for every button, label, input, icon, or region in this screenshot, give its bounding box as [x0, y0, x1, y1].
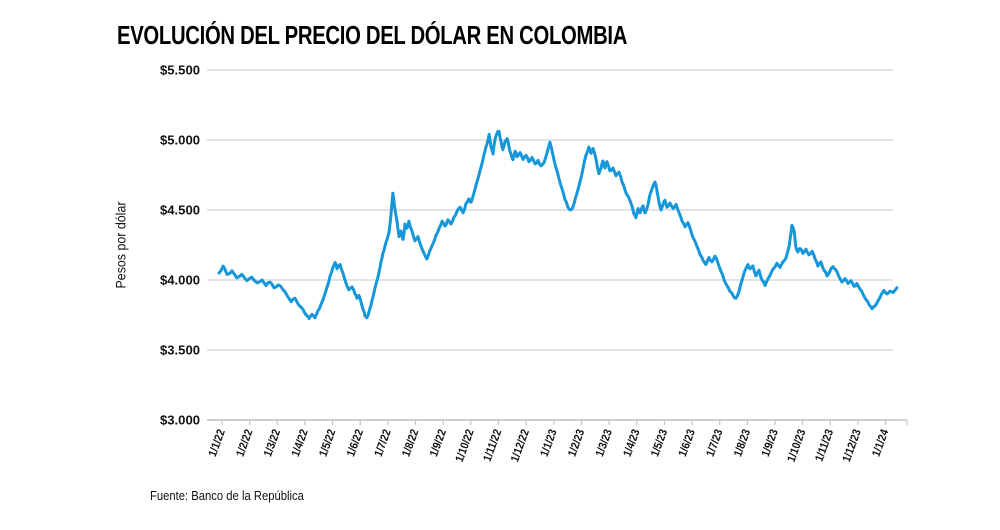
- x-tick-label: 1/4/23: [621, 428, 643, 459]
- y-tick-label: $4.500: [160, 203, 200, 218]
- page-title: EVOLUCIÓN DEL PRECIO DEL DÓLAR EN COLOMB…: [117, 20, 628, 50]
- x-tick-label: 1/10/22: [453, 428, 477, 464]
- x-tick-label: 1/11/22: [481, 428, 504, 464]
- x-tick-label: 1/3/22: [262, 428, 284, 459]
- x-tick-label: 1/11/23: [813, 428, 836, 464]
- x-tick-label: 1/10/23: [785, 428, 809, 464]
- x-tick-label: 1/6/22: [345, 428, 367, 459]
- x-tick-label: 1/2/23: [566, 428, 588, 459]
- x-tick-label: 1/1/24: [870, 428, 892, 459]
- x-tick-label: 1/7/23: [704, 428, 726, 459]
- x-tick-label: 1/8/22: [400, 428, 422, 459]
- y-tick-label: $5.500: [160, 63, 200, 78]
- source-note: Fuente: Banco de la República: [150, 489, 304, 503]
- y-tick-label: $5.000: [160, 133, 200, 148]
- x-tick-label: 1/12/23: [840, 428, 864, 464]
- x-tick-label: 1/2/22: [234, 428, 256, 459]
- x-tick-label: 1/7/22: [372, 428, 394, 459]
- x-tick-label: 1/4/22: [289, 428, 311, 459]
- x-tick-label: 1/5/22: [317, 428, 339, 459]
- y-tick-label: $4.000: [160, 273, 200, 288]
- x-tick-label: 1/6/23: [676, 428, 698, 459]
- y-tick-label: $3.500: [160, 343, 200, 358]
- x-tick-label: 1/12/22: [509, 428, 533, 464]
- x-tick-label: 1/9/22: [428, 428, 450, 459]
- x-tick-label: 1/1/23: [538, 428, 560, 459]
- x-tick-label: 1/8/23: [732, 428, 754, 459]
- price-line: [217, 129, 899, 320]
- x-tick-label: 1/5/23: [649, 428, 671, 459]
- x-tick-label: 1/1/22: [206, 428, 228, 459]
- y-tick-label: $3.000: [160, 413, 200, 428]
- y-axis-title: Pesos por dólar: [113, 201, 129, 289]
- x-tick-label: 1/9/23: [759, 428, 781, 459]
- x-tick-label: 1/3/23: [594, 428, 616, 459]
